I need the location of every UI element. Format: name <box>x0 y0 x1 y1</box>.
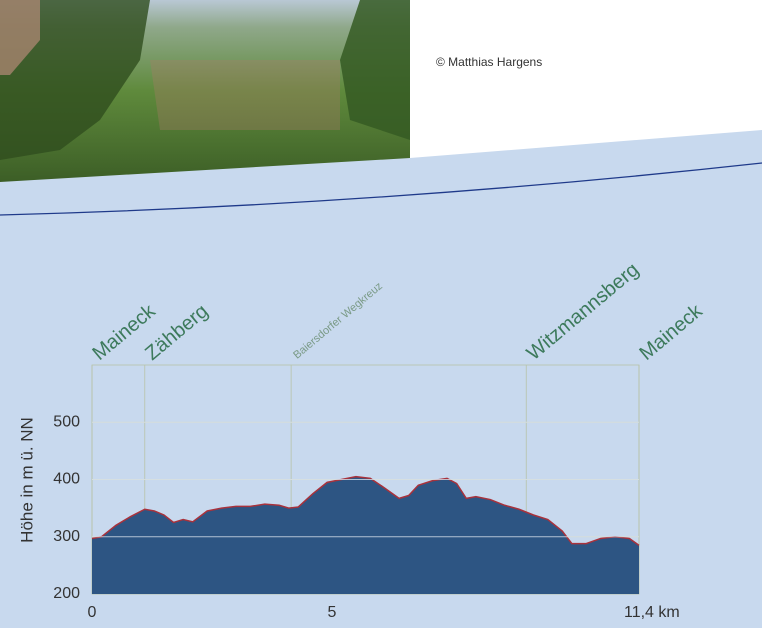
y-tick-label: 500 <box>53 413 80 430</box>
y-axis-title: Höhe in m ü. NN <box>17 417 36 543</box>
y-tick-label: 200 <box>53 585 80 602</box>
photo-credit: © Matthias Hargens <box>436 55 542 69</box>
x-tick-label: 5 <box>327 604 336 621</box>
page: © Matthias Hargens 200300400500MaineckZä… <box>0 0 762 628</box>
photo-village <box>150 60 340 130</box>
y-tick-label: 300 <box>53 528 80 545</box>
x-tick-label: 0 <box>88 604 97 621</box>
y-tick-label: 400 <box>53 471 80 488</box>
x-tick-label: 11,4 km <box>624 604 680 621</box>
